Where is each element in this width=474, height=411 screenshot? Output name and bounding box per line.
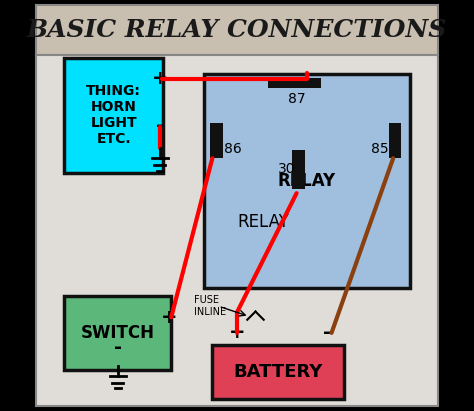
Text: 86: 86 — [224, 142, 242, 156]
Text: -: - — [156, 116, 164, 135]
Bar — [389, 123, 401, 158]
Text: FUSE
INLINE: FUSE INLINE — [194, 296, 226, 317]
Text: +: + — [161, 308, 177, 327]
Text: THING:
HORN
LIGHT
ETC.: THING: HORN LIGHT ETC. — [86, 84, 141, 146]
Bar — [64, 58, 163, 173]
Text: +: + — [152, 69, 168, 88]
Bar — [64, 296, 171, 370]
Text: SWITCH: SWITCH — [81, 324, 155, 342]
Text: 85: 85 — [371, 142, 389, 156]
Bar — [268, 78, 321, 88]
Bar — [36, 55, 438, 406]
Bar — [292, 150, 305, 189]
Text: -: - — [114, 338, 122, 357]
Text: 30: 30 — [278, 162, 295, 175]
Bar — [212, 345, 344, 399]
Text: +: + — [229, 323, 245, 342]
Text: -: - — [323, 323, 331, 342]
Text: BASIC RELAY CONNECTIONS: BASIC RELAY CONNECTIONS — [27, 18, 447, 42]
Text: RELAY: RELAY — [238, 213, 290, 231]
Text: 87: 87 — [288, 92, 305, 106]
Text: RELAY: RELAY — [278, 172, 336, 190]
Bar — [210, 123, 223, 158]
Bar — [204, 74, 410, 288]
Text: BATTERY: BATTERY — [233, 363, 323, 381]
Bar — [36, 5, 438, 55]
